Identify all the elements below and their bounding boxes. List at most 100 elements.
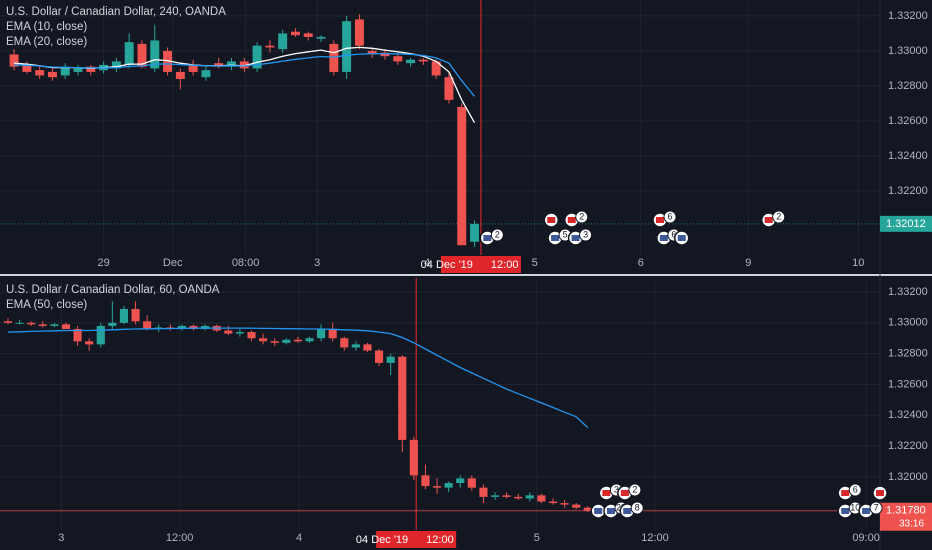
candle-body [35,70,45,76]
event-badge-label: 3 [583,229,588,239]
legend-entry: EMA (50, close) [6,299,87,311]
ema-line [7,327,589,429]
candle-body [3,321,13,323]
candle-body [583,507,592,511]
y-tick-label: 1.32400 [888,409,928,421]
event-badge [869,501,883,515]
candle-body [317,328,326,339]
y-tick-label: 1.32400 [888,150,928,162]
candle-body [50,324,59,326]
candle-body [278,33,288,50]
candle-body [239,61,249,69]
event-badge-label: 7 [874,502,879,512]
crosshair-label-bg [376,531,457,548]
candle-body [27,322,36,325]
event-flag [606,508,615,514]
event-badge [663,210,677,224]
event-badge [630,501,644,515]
legend-entry: EMA (10, close) [6,21,87,33]
candle-body [342,21,352,72]
candle-body [96,325,105,345]
candle-body [293,339,302,342]
candle-body [9,54,19,67]
candle-body [351,344,360,348]
candle-body [305,338,314,342]
x-tick-label: 6 [638,257,644,269]
y-tick-label: 1.32200 [888,440,928,452]
candle-body [398,356,407,440]
candle-body [15,322,24,324]
candle-body [393,56,403,62]
event-flag [764,217,773,223]
candle-body [108,322,117,326]
event-badge [848,483,862,497]
candle-body [572,504,581,508]
candle-body [265,45,275,48]
event-badge [772,210,786,224]
candle-body [490,495,500,497]
candle-body [124,42,134,65]
candle-body [431,61,441,76]
y-tick-label: 1.32800 [888,80,928,92]
candle-body [175,71,185,79]
event-flag [547,217,556,223]
x-tick-label: 5 [534,532,540,544]
candle-body [150,40,160,69]
x-tick-label: 08:00 [232,257,260,269]
y-tick-label: 1.33000 [888,317,928,329]
candle-body [86,66,96,72]
x-tick-label: 09:00 [852,532,880,544]
event-badge-label: 6 [667,211,672,221]
event-flag [841,508,850,514]
candle-body [201,70,211,78]
x-tick-label: 12:00 [166,532,194,544]
y-tick-label: 1.32200 [888,185,928,197]
candle-body [363,344,372,351]
y-tick-label: 1.32000 [888,471,928,483]
event-badge-label: 10 [850,502,860,512]
event-badge [575,210,589,224]
event-flag [620,490,629,496]
candle-body [131,308,140,322]
candle-body [224,330,233,334]
candle-body [73,68,83,72]
event-badge-label: 8 [635,502,640,512]
x-tick-label: 10 [852,257,864,269]
candle-body [444,483,453,488]
candle-body [329,43,339,72]
candle-body [444,77,454,100]
candle-body [537,495,546,502]
candle-body [188,64,198,72]
candle-body [328,328,337,339]
pane-title: U.S. Dollar / Canadian Dollar, 240, OAND… [6,6,226,18]
countdown: 33:16 [899,518,924,529]
candle-body [252,45,262,69]
event-badge-label: 2 [579,211,584,221]
candle-body [22,64,32,72]
candle-body [47,71,57,78]
crosshair-time: 12:00 [491,259,519,271]
crosshair-label-bg [440,256,521,273]
x-tick-label: 9 [745,257,751,269]
x-tick-label: 4 [424,257,430,269]
candle-body [502,495,511,497]
candle-body [386,356,395,363]
last-price-label: 1.31780 [886,505,926,517]
event-flag [571,235,580,241]
event-flag [659,235,668,241]
candle-body [303,33,313,37]
candle-body [247,332,256,339]
event-badge [628,483,642,497]
event-flag [483,235,492,241]
candle-body [525,495,534,499]
candle-body [177,325,186,329]
y-tick-label: 1.33000 [888,45,928,57]
x-tick-label: 29 [97,257,109,269]
event-flag [841,490,850,496]
x-tick-label: 12:00 [641,532,669,544]
last-price-tag [880,215,932,232]
last-price-label: 1.32012 [886,218,926,230]
event-badge-label: 6 [671,229,676,239]
event-badge [490,228,504,242]
crosshair-date: 04 Dec '19 [421,259,473,271]
